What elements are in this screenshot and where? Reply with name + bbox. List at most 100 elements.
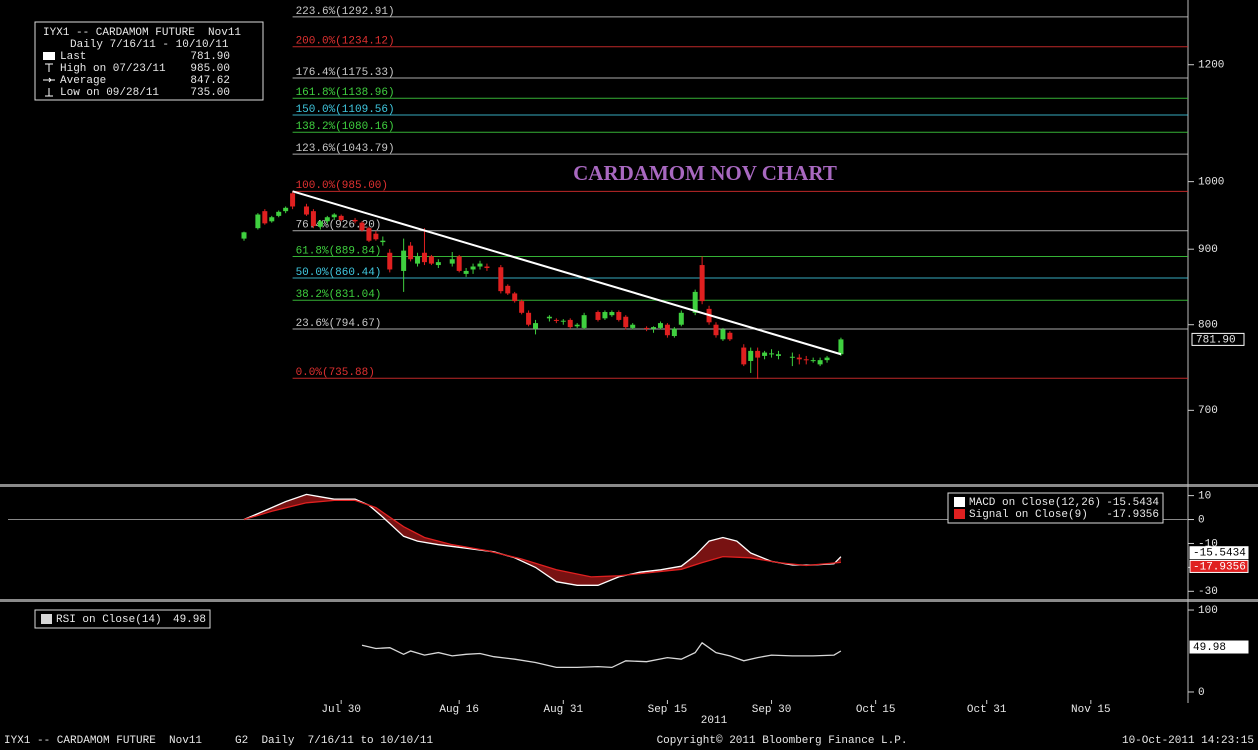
fib-label: 223.6%(1292.91) [296,6,395,18]
value-tag: -17.9356 [1193,561,1246,573]
candle-body [741,347,747,365]
candle-body [602,312,608,319]
candle-body [609,312,615,316]
candle-body [324,217,330,222]
last-price-tag: 781.90 [1196,334,1236,346]
candle-body [727,332,733,340]
legend-value: 49.98 [173,614,206,626]
y-tick-label: 1000 [1198,177,1224,189]
candle-body [560,320,566,322]
legend-swatch [41,614,52,624]
legend-value: 985.00 [190,63,230,75]
candle-body [595,312,601,320]
candle-body [810,360,816,362]
candle-body [352,219,358,222]
fib-label: 161.8%(1138.96) [296,87,395,99]
fib-label: 123.6%(1043.79) [296,143,395,155]
legend-box [947,492,1164,524]
candle-body [651,327,657,329]
y-tick-label: 10 [1198,491,1211,503]
candle-body [803,359,809,361]
series-line [243,493,842,586]
legend-label: RSI on Close(14) [56,614,162,626]
x-tick-label: Jul 30 [321,704,361,716]
macd-signal-band [244,494,841,586]
candle-body [657,323,663,328]
candle-body [373,233,379,240]
candle-body [546,316,552,319]
y-tick-label: 1200 [1198,60,1224,72]
value-tag-box [1189,546,1249,560]
legend-value: 847.62 [190,75,230,87]
legend-label: High on 07/23/11 [60,63,166,75]
value-tag: 49.98 [1193,642,1226,654]
candle-body [338,215,344,220]
x-tick-label: Aug 16 [439,704,479,716]
candle-body [664,324,670,336]
candle-body [317,221,323,227]
candle-body [553,319,559,321]
legend-label: Average [60,75,106,87]
candle-body [755,350,761,358]
candle-body [505,285,511,294]
y-tick-label: 0 [1198,687,1205,699]
footer-center: Copyright© 2011 Bloomberg Finance L.P. [657,735,908,747]
x-tick-label: Sep 30 [752,704,792,716]
candle-body [769,353,775,355]
x-tick-label: Oct 31 [967,704,1007,716]
fib-label: 50.0%(860.44) [296,267,382,279]
candle-body [574,324,580,327]
legend-icon [43,77,55,83]
legend-icon [43,52,55,60]
legend-swatch [954,497,965,507]
candle-body [435,262,441,266]
candle-body [623,316,629,328]
candle-body [519,301,525,313]
candle-body [276,211,282,216]
date-range: Daily 7/16/11 - 10/10/11 [70,39,229,51]
chart-title: CARDAMOM NOV CHART [573,161,837,185]
candle-body [408,245,414,260]
candle-body [567,319,573,328]
legend-swatch [954,509,965,519]
candle-body [241,232,247,239]
fib-label: 200.0%(1234.12) [296,36,395,48]
legend-box [34,609,211,629]
y-tick-label: -30 [1198,586,1218,598]
candle-body [748,350,754,361]
panel-separator [0,599,1258,602]
candle-body [720,329,726,340]
candle-body [789,356,795,358]
fib-label: 23.6%(794.67) [296,318,382,330]
candle-body [255,214,261,229]
candle-body [366,228,372,241]
candle-body [775,354,781,356]
candle-body [796,357,802,360]
last-price-tag-box [1191,332,1245,346]
candle-body [449,259,455,264]
y-tick-label: 800 [1198,320,1218,332]
candle-body [713,324,719,336]
y-tick-label: 0 [1198,514,1205,526]
x-tick-label: Oct 15 [856,704,896,716]
candle-body [310,211,316,227]
candle-body [512,293,518,302]
value-tag: -15.5434 [1193,548,1246,560]
x-tick-label: Nov 15 [1071,704,1111,716]
legend-label: Last [60,51,86,63]
series-line [361,641,842,669]
legend-label: Low on 09/28/11 [60,87,159,99]
candle-body [616,312,622,320]
candle-body [463,270,469,274]
legend-icon [45,88,53,97]
instrument-name: IYX1 -- CARDAMOM FUTURE Nov11 [43,27,241,39]
candle-body [456,256,462,271]
candle-body [692,291,698,313]
fib-label: 38.2%(831.04) [296,289,382,301]
info-box [34,21,264,101]
trend-line [292,190,842,356]
candle-body [262,211,268,224]
info-legend: IYX1 -- CARDAMOM FUTURE Nov11 Daily 7/16… [34,21,264,101]
value-tag-box [1189,640,1249,654]
